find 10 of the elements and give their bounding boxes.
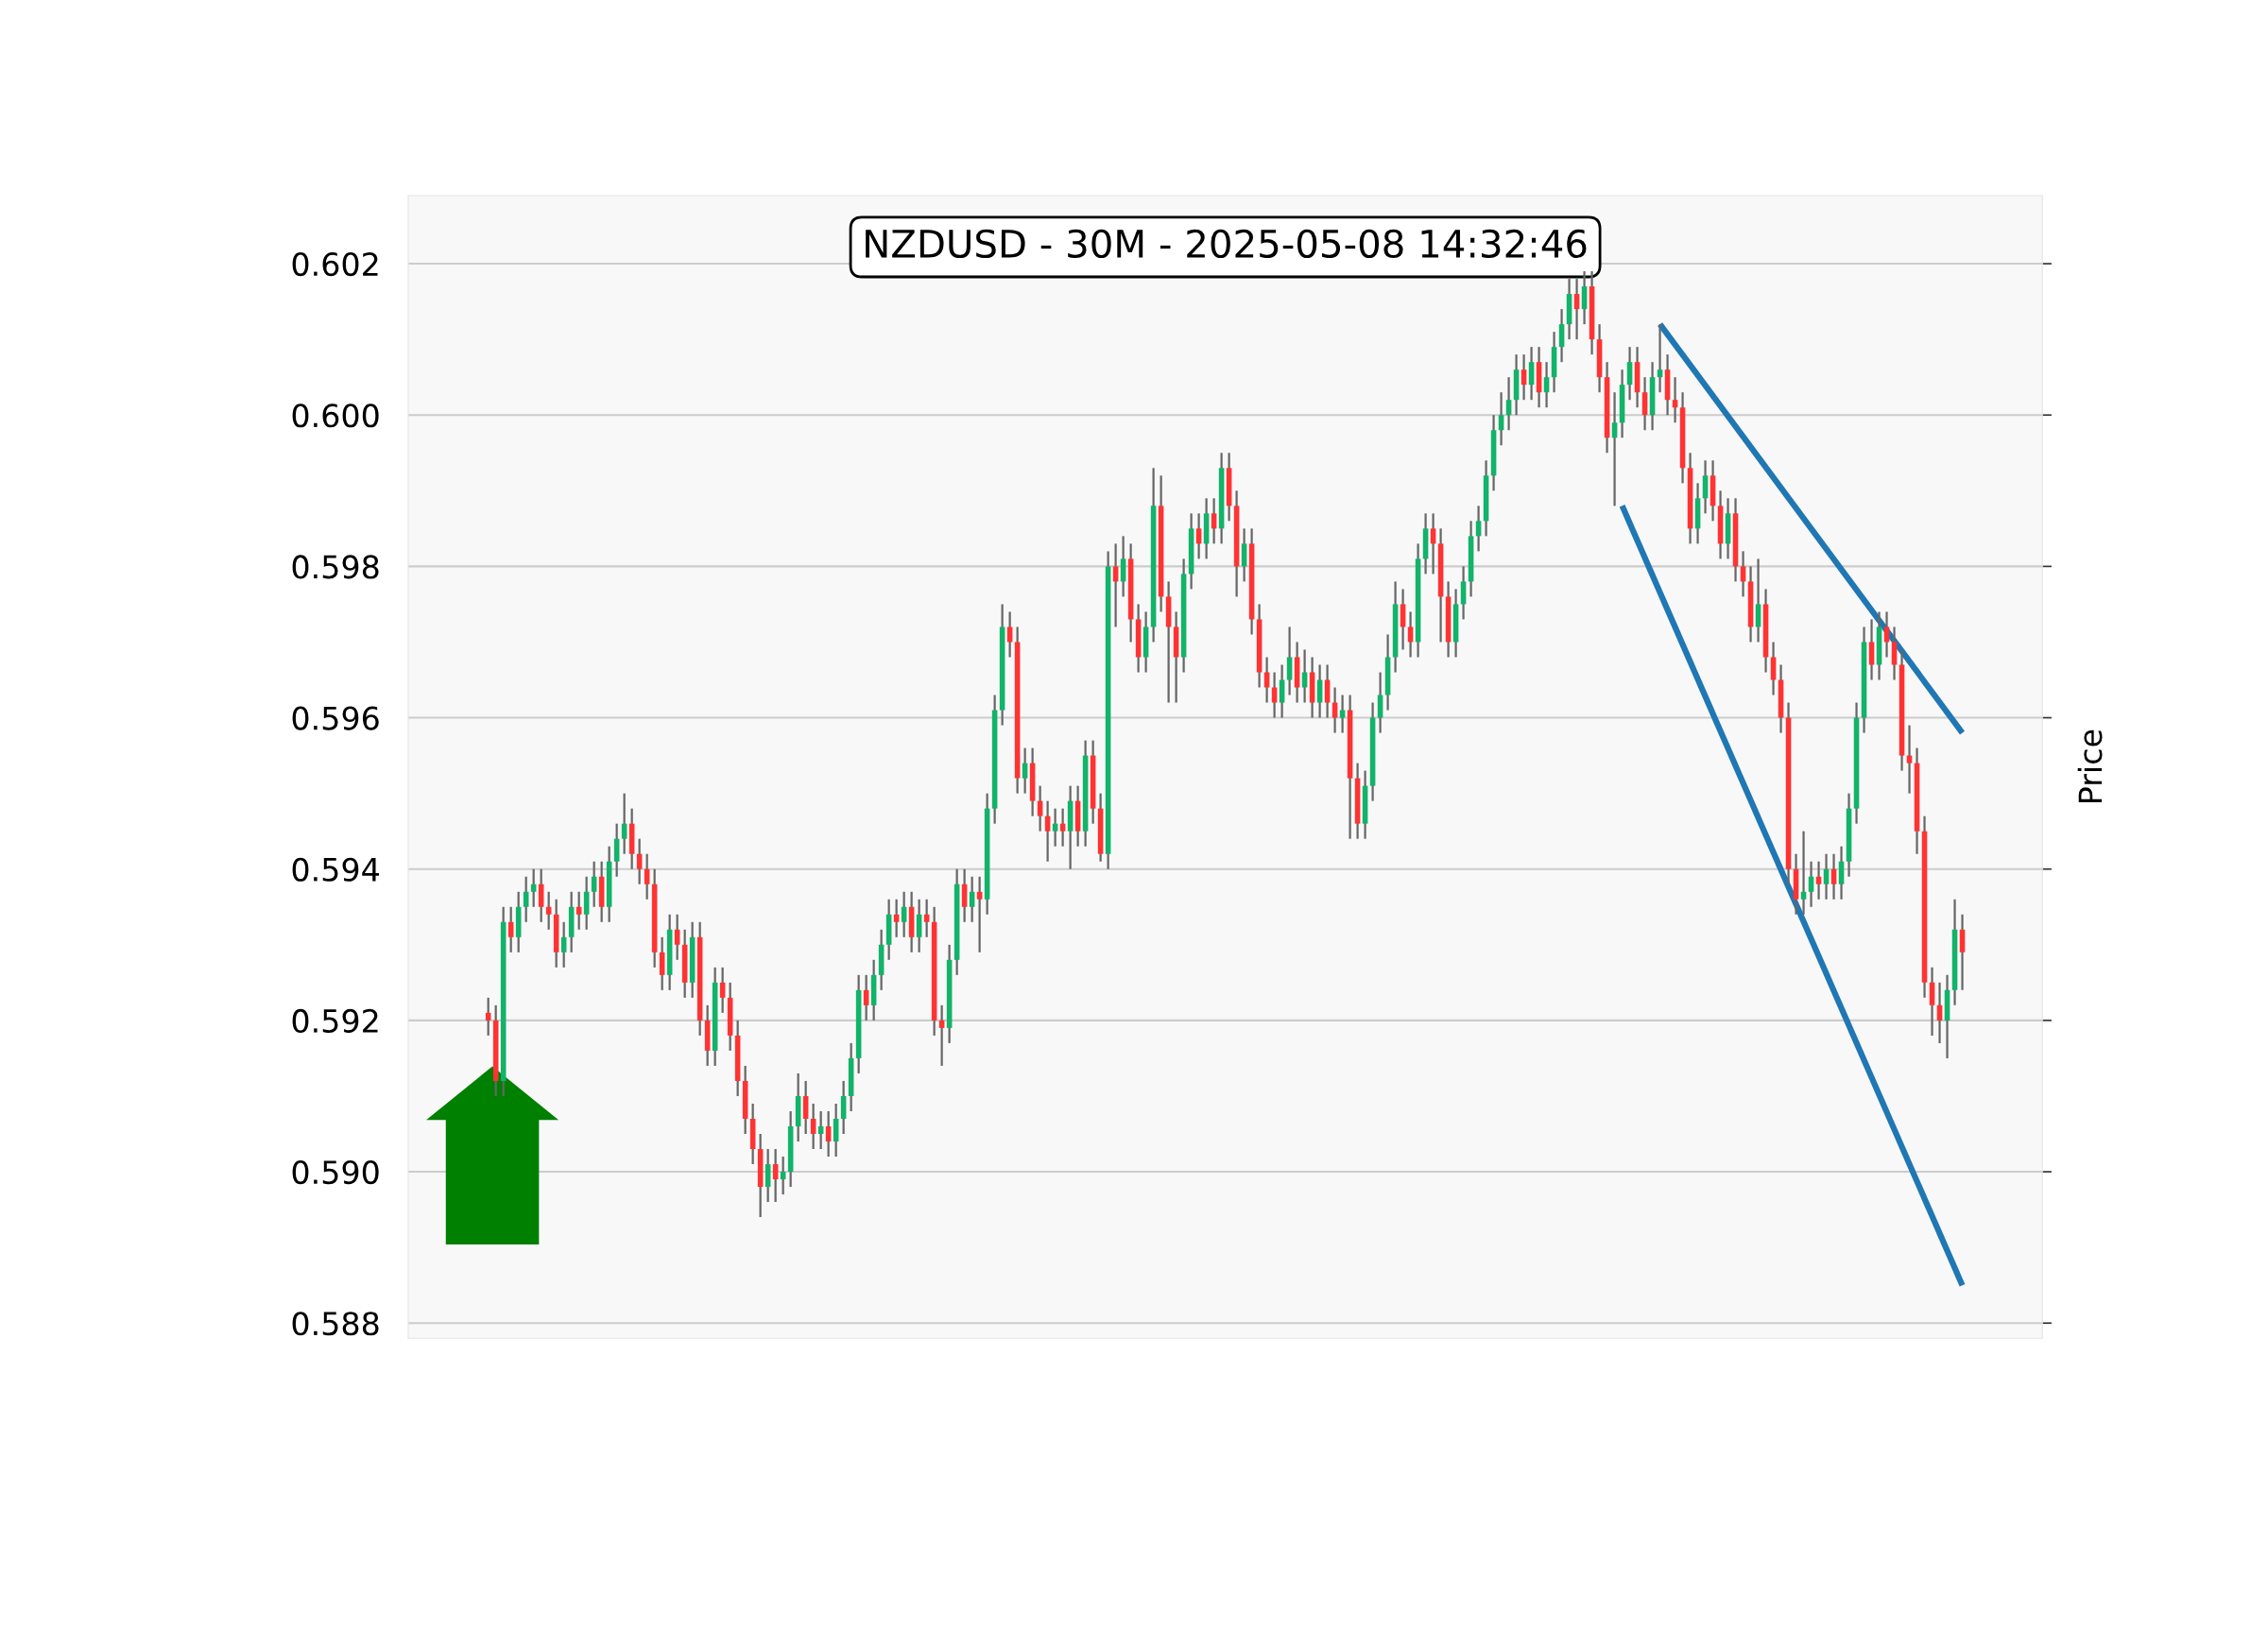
y-tick-label: 0.598 xyxy=(292,555,379,579)
y-tick-label: 0.592 xyxy=(292,1008,378,1034)
y-tick-label: 0.600 xyxy=(292,403,379,428)
text: NZDUSD - 30M - 2025-05-08 14:32:46 xyxy=(866,229,1587,259)
y-tick-label: 0.590 xyxy=(292,1159,379,1185)
y-tick-label: 0.588 xyxy=(292,1312,379,1336)
y-tick-label: 0.602 xyxy=(292,252,378,277)
y-tick-label: 0.596 xyxy=(292,706,379,730)
y-axis-title: Price xyxy=(2077,729,2103,802)
y-tick-label: 0.594 xyxy=(292,857,379,882)
